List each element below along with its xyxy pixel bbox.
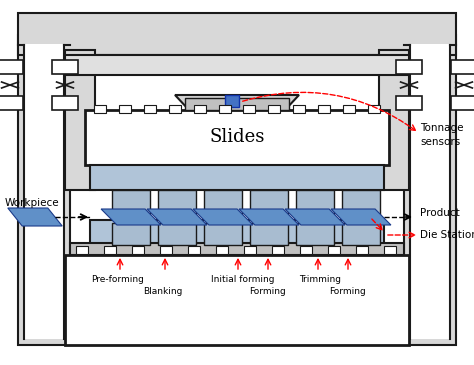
Bar (65, 55, 409, 75)
Bar (53, 60, 78, 74)
Bar (169, 105, 181, 113)
Bar (132, 246, 144, 254)
Bar (225, 95, 239, 107)
Bar (90, 220, 384, 245)
Bar (250, 223, 288, 245)
Polygon shape (175, 95, 299, 110)
Bar (18, 13, 456, 55)
Bar (300, 246, 312, 254)
Bar (70, 243, 404, 255)
Bar (396, 96, 421, 110)
Bar (328, 246, 340, 254)
Bar (112, 223, 150, 245)
Bar (158, 190, 196, 215)
Polygon shape (239, 209, 299, 225)
Bar (90, 165, 384, 190)
Bar (272, 246, 284, 254)
Bar (250, 190, 288, 215)
Bar (85, 110, 389, 165)
Bar (53, 96, 78, 110)
Bar (296, 223, 334, 245)
Bar (24, 44, 64, 339)
Bar (119, 105, 131, 113)
Polygon shape (147, 209, 207, 225)
Bar (244, 105, 255, 113)
Bar (451, 96, 474, 110)
Bar (65, 50, 95, 190)
Bar (76, 246, 88, 254)
Bar (356, 246, 368, 254)
Bar (368, 105, 380, 113)
Bar (293, 105, 305, 113)
Bar (219, 105, 230, 113)
Text: Workpiece: Workpiece (5, 198, 60, 208)
Text: Forming: Forming (250, 287, 286, 296)
Bar (112, 190, 150, 215)
Bar (18, 35, 70, 345)
Polygon shape (101, 209, 161, 225)
Bar (158, 223, 196, 245)
Bar (216, 246, 228, 254)
Bar (404, 35, 456, 345)
Bar (0, 96, 23, 110)
Text: Die Stations: Die Stations (420, 230, 474, 240)
Bar (343, 105, 355, 113)
Bar (384, 246, 396, 254)
Bar (451, 60, 474, 74)
Text: Slides: Slides (210, 128, 264, 146)
Bar (296, 190, 334, 215)
Bar (104, 246, 116, 254)
Bar (0, 60, 23, 74)
Bar (342, 223, 380, 245)
Bar (268, 105, 280, 113)
Bar (160, 246, 172, 254)
Text: Tonnage
sensors: Tonnage sensors (420, 123, 464, 147)
Bar (194, 105, 206, 113)
Text: Trimming: Trimming (299, 275, 341, 284)
Polygon shape (331, 209, 391, 225)
Text: Product: Product (420, 208, 460, 218)
Bar (342, 190, 380, 215)
Polygon shape (193, 209, 253, 225)
Text: Pre-forming: Pre-forming (91, 275, 145, 284)
Bar (185, 98, 289, 110)
Bar (94, 105, 106, 113)
Bar (144, 105, 156, 113)
Text: Forming: Forming (329, 287, 366, 296)
Bar (410, 44, 450, 339)
Bar (244, 246, 256, 254)
Bar (204, 190, 242, 215)
Bar (396, 60, 421, 74)
Bar (318, 105, 330, 113)
Text: Initial forming: Initial forming (211, 275, 275, 284)
Polygon shape (285, 209, 345, 225)
Bar (188, 246, 200, 254)
Text: Blanking: Blanking (143, 287, 182, 296)
Bar (65, 255, 409, 345)
Bar (379, 50, 409, 190)
Bar (204, 223, 242, 245)
Polygon shape (8, 208, 62, 226)
